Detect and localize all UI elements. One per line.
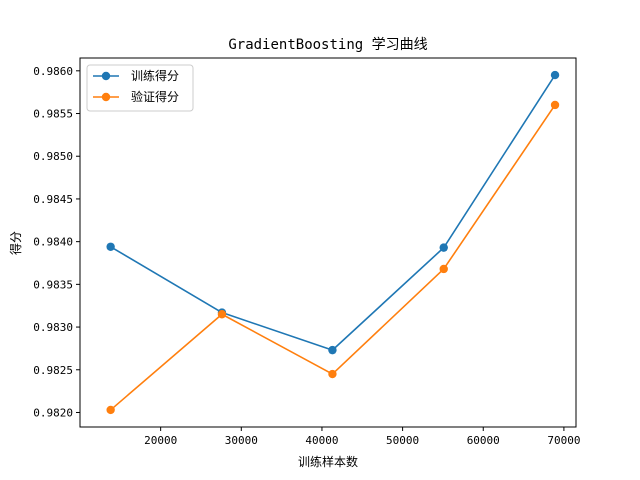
y-tick-label: 0.9830 — [33, 321, 73, 334]
y-tick-label: 0.9840 — [33, 236, 73, 249]
y-axis-label: 得分 — [8, 231, 23, 255]
legend-label: 验证得分 — [131, 89, 179, 104]
series-layer — [106, 70, 560, 415]
legend-marker — [101, 71, 111, 81]
data-point — [328, 345, 337, 355]
data-point — [550, 70, 560, 80]
y-tick-label: 0.9820 — [33, 406, 73, 419]
x-tick-label: 30000 — [225, 434, 258, 447]
series-2 — [106, 100, 560, 415]
y-tick-label: 0.9825 — [33, 364, 73, 377]
y-tick-label: 0.9850 — [33, 150, 73, 163]
x-tick-label: 70000 — [547, 434, 580, 447]
data-point — [439, 243, 448, 252]
y-tick-label: 0.9835 — [33, 278, 73, 291]
x-tick-label: 40000 — [305, 434, 338, 447]
y-tick-label: 0.9855 — [33, 108, 73, 121]
data-point — [328, 369, 337, 379]
legend-label: 训练得分 — [131, 68, 179, 83]
data-point — [217, 310, 227, 319]
y-tick-label: 0.9860 — [33, 65, 73, 78]
legend-entry: 训练得分 — [93, 68, 179, 83]
data-point — [550, 100, 560, 110]
x-tick-label: 20000 — [144, 434, 177, 447]
data-point — [106, 405, 115, 415]
plot-area: 20000 30000 40000 50000 60000 70000 0.98200.9… — [33, 57, 580, 447]
y-axis-ticks: 0.9820 0.9825 0.9830 0.9835 0.9840 0.9845 0.98… — [33, 65, 80, 419]
legend-marker — [101, 92, 111, 102]
x-tick-label: 60000 — [467, 434, 500, 447]
x-axis-label: 训练样本数 — [298, 454, 358, 469]
axes-frame — [79, 57, 577, 428]
chart-title: GradientBoosting 学习曲线 — [228, 37, 427, 53]
x-axis-ticks: 20000 30000 40000 50000 60000 70000 — [144, 427, 580, 447]
legend-entry: 验证得分 — [93, 89, 179, 104]
data-point — [439, 264, 448, 274]
series-1 — [106, 70, 560, 355]
data-point — [106, 242, 115, 251]
y-tick-label: 0.9845 — [33, 193, 73, 206]
x-tick-label: 50000 — [386, 434, 419, 447]
